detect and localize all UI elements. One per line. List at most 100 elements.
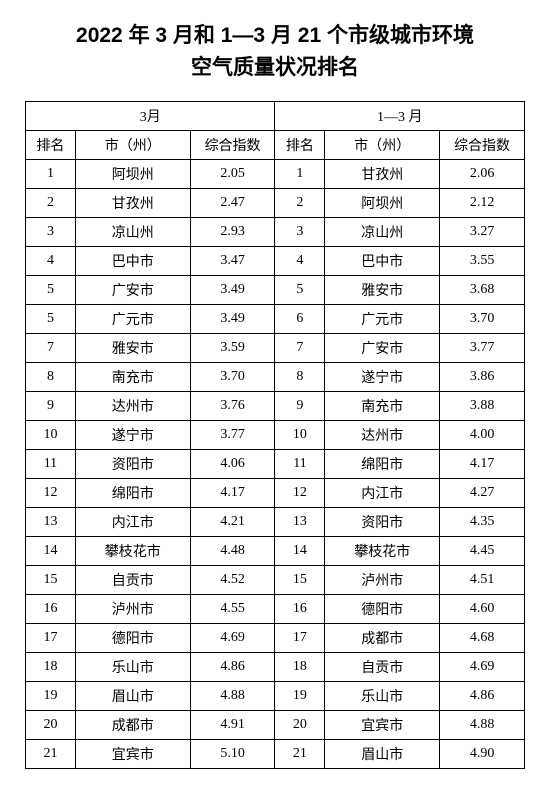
cell: 乐山市 xyxy=(75,653,190,682)
cell: 4.86 xyxy=(440,682,525,711)
cell: 5 xyxy=(26,305,76,334)
table-row: 16泸州市4.5516德阳市4.60 xyxy=(26,595,525,624)
cell: 泸州市 xyxy=(325,566,440,595)
ranking-table: 3月 1—3 月 排名 市（州） 综合指数 排名 市（州） 综合指数 1阿坝州2… xyxy=(25,101,525,769)
table-row: 4巴中市3.474巴中市3.55 xyxy=(26,247,525,276)
table-row: 10遂宁市3.7710达州市4.00 xyxy=(26,421,525,450)
cell: 16 xyxy=(26,595,76,624)
cell: 2.12 xyxy=(440,189,525,218)
cell: 2.06 xyxy=(440,160,525,189)
cell: 1 xyxy=(26,160,76,189)
cell: 攀枝花市 xyxy=(325,537,440,566)
cell: 2 xyxy=(26,189,76,218)
cell: 20 xyxy=(275,711,325,740)
cell: 4 xyxy=(275,247,325,276)
table-row: 3凉山州2.933凉山州3.27 xyxy=(26,218,525,247)
cell: 10 xyxy=(275,421,325,450)
cell: 绵阳市 xyxy=(75,479,190,508)
col-city-left: 市（州） xyxy=(75,131,190,160)
cell: 南充市 xyxy=(75,363,190,392)
cell: 3 xyxy=(275,218,325,247)
table-row: 19眉山市4.8819乐山市4.86 xyxy=(26,682,525,711)
table-row: 5广元市3.496广元市3.70 xyxy=(26,305,525,334)
col-rank-right: 排名 xyxy=(275,131,325,160)
title-line-1: 2022 年 3 月和 1—3 月 21 个市级城市环境 xyxy=(76,24,474,47)
cell: 5.10 xyxy=(190,740,275,769)
cell: 资阳市 xyxy=(325,508,440,537)
cell: 雅安市 xyxy=(325,276,440,305)
cell: 7 xyxy=(275,334,325,363)
cell: 2.47 xyxy=(190,189,275,218)
cell: 凉山州 xyxy=(325,218,440,247)
cell: 巴中市 xyxy=(75,247,190,276)
cell: 3.70 xyxy=(440,305,525,334)
table-row: 8南充市3.708遂宁市3.86 xyxy=(26,363,525,392)
cell: 15 xyxy=(275,566,325,595)
table-row: 5广安市3.495雅安市3.68 xyxy=(26,276,525,305)
cell: 2 xyxy=(275,189,325,218)
cell: 自贡市 xyxy=(75,566,190,595)
cell: 广元市 xyxy=(325,305,440,334)
cell: 自贡市 xyxy=(325,653,440,682)
cell: 20 xyxy=(26,711,76,740)
cell: 宜宾市 xyxy=(325,711,440,740)
cell: 3.68 xyxy=(440,276,525,305)
cell: 2.93 xyxy=(190,218,275,247)
cell: 4.17 xyxy=(440,450,525,479)
cell: 3.49 xyxy=(190,305,275,334)
table-row: 12绵阳市4.1712内江市4.27 xyxy=(26,479,525,508)
cell: 乐山市 xyxy=(325,682,440,711)
cell: 德阳市 xyxy=(325,595,440,624)
cell: 巴中市 xyxy=(325,247,440,276)
cell: 3.47 xyxy=(190,247,275,276)
cell: 攀枝花市 xyxy=(75,537,190,566)
cell: 4.60 xyxy=(440,595,525,624)
cell: 4.35 xyxy=(440,508,525,537)
cell: 21 xyxy=(275,740,325,769)
cell: 3.59 xyxy=(190,334,275,363)
cell: 6 xyxy=(275,305,325,334)
cell: 甘孜州 xyxy=(325,160,440,189)
cell: 4.00 xyxy=(440,421,525,450)
title-line-2: 空气质量状况排名 xyxy=(191,56,359,79)
cell: 4.55 xyxy=(190,595,275,624)
cell: 5 xyxy=(26,276,76,305)
cell: 21 xyxy=(26,740,76,769)
col-rank-left: 排名 xyxy=(26,131,76,160)
page-title: 2022 年 3 月和 1—3 月 21 个市级城市环境 空气质量状况排名 xyxy=(25,20,525,83)
cell: 广安市 xyxy=(325,334,440,363)
cell: 4.86 xyxy=(190,653,275,682)
cell: 4.91 xyxy=(190,711,275,740)
cell: 8 xyxy=(275,363,325,392)
cell: 14 xyxy=(275,537,325,566)
cell: 4.51 xyxy=(440,566,525,595)
cell: 2.05 xyxy=(190,160,275,189)
col-city-right: 市（州） xyxy=(325,131,440,160)
column-header-row: 排名 市（州） 综合指数 排名 市（州） 综合指数 xyxy=(26,131,525,160)
cell: 18 xyxy=(275,653,325,682)
cell: 14 xyxy=(26,537,76,566)
cell: 3 xyxy=(26,218,76,247)
cell: 4.68 xyxy=(440,624,525,653)
cell: 凉山州 xyxy=(75,218,190,247)
table-row: 2甘孜州2.472阿坝州2.12 xyxy=(26,189,525,218)
cell: 4.88 xyxy=(440,711,525,740)
cell: 遂宁市 xyxy=(325,363,440,392)
col-index-left: 综合指数 xyxy=(190,131,275,160)
cell: 3.88 xyxy=(440,392,525,421)
cell: 9 xyxy=(275,392,325,421)
cell: 4.06 xyxy=(190,450,275,479)
cell: 7 xyxy=(26,334,76,363)
cell: 11 xyxy=(275,450,325,479)
cell: 成都市 xyxy=(75,711,190,740)
cell: 12 xyxy=(275,479,325,508)
group-header-right: 1—3 月 xyxy=(275,102,525,131)
table-row: 20成都市4.9120宜宾市4.88 xyxy=(26,711,525,740)
cell: 16 xyxy=(275,595,325,624)
cell: 4.69 xyxy=(440,653,525,682)
cell: 眉山市 xyxy=(75,682,190,711)
table-row: 1阿坝州2.051甘孜州2.06 xyxy=(26,160,525,189)
cell: 4.48 xyxy=(190,537,275,566)
cell: 阿坝州 xyxy=(325,189,440,218)
cell: 成都市 xyxy=(325,624,440,653)
